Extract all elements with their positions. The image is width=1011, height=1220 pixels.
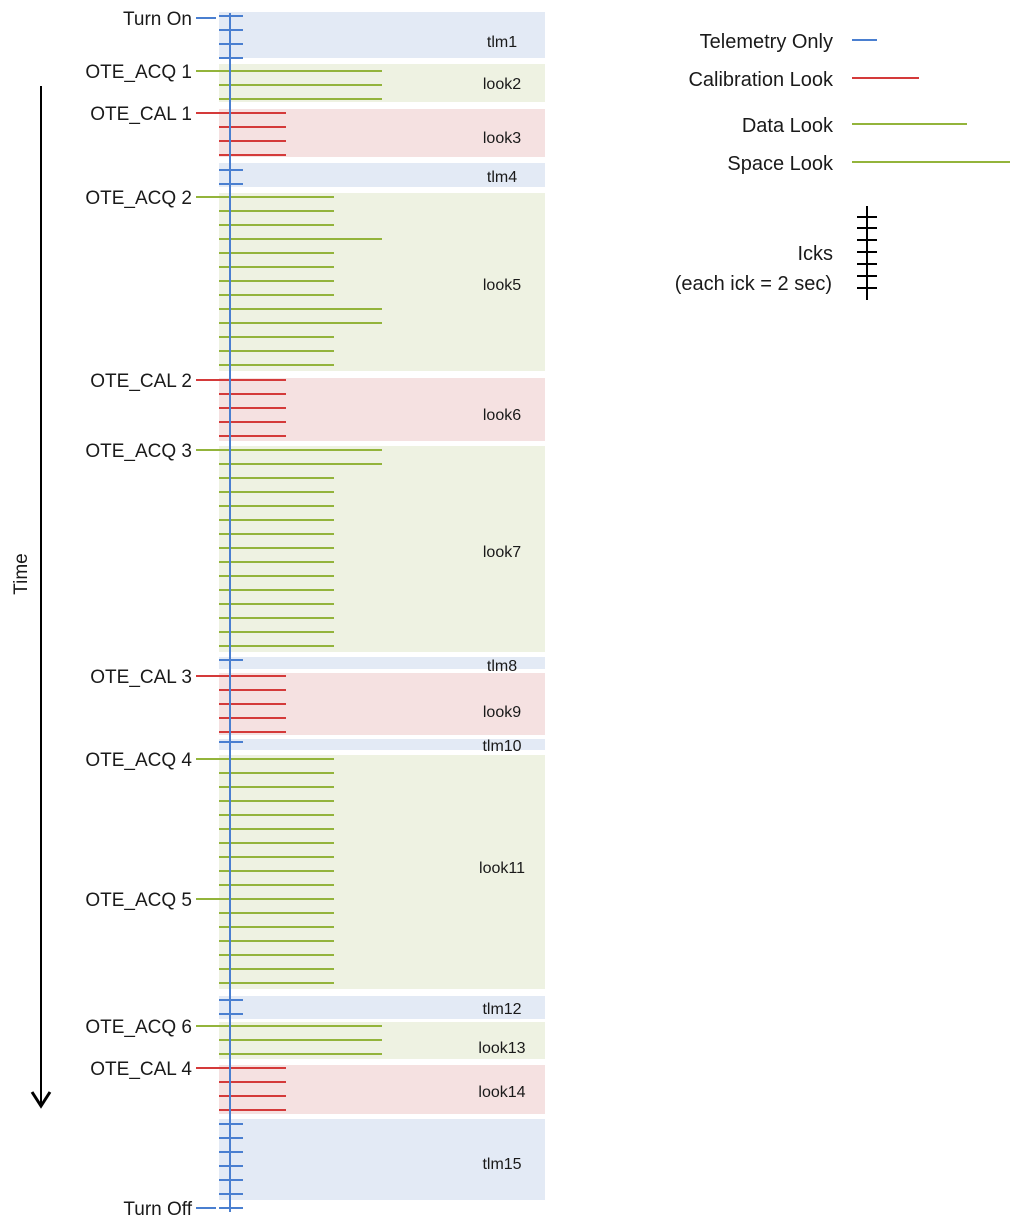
legend-space-look-label: Space Look bbox=[727, 153, 834, 175]
block-look7-label: look7 bbox=[483, 544, 521, 561]
event-label: OTE_CAL 2 bbox=[90, 371, 192, 392]
event-label: OTE_ACQ 6 bbox=[85, 1017, 192, 1038]
event-label: OTE_CAL 3 bbox=[90, 667, 192, 688]
legend-telemetry-only-label: Telemetry Only bbox=[700, 31, 833, 53]
event-label: OTE_ACQ 1 bbox=[85, 62, 192, 83]
event-label: OTE_ACQ 2 bbox=[85, 188, 192, 209]
event-label: OTE_ACQ 3 bbox=[85, 441, 192, 462]
time-arrow bbox=[30, 86, 52, 1109]
block-tlm4-label: tlm4 bbox=[487, 169, 517, 186]
legend-icks-label: Icks bbox=[797, 243, 833, 265]
block-look9-label: look9 bbox=[483, 704, 521, 721]
event-label: OTE_ACQ 5 bbox=[85, 890, 192, 911]
block-tlm10-background bbox=[219, 739, 545, 750]
block-look3-label: look3 bbox=[483, 130, 521, 147]
event-label: Turn On bbox=[123, 9, 192, 30]
block-look14-label: look14 bbox=[478, 1084, 525, 1101]
block-tlm10-label: tlm10 bbox=[482, 738, 521, 755]
block-tlm1-background bbox=[219, 12, 545, 58]
block-look2-label: look2 bbox=[483, 76, 521, 93]
look-lines bbox=[219, 70, 382, 1111]
time-arrow-head bbox=[30, 1091, 52, 1109]
block-labels: tlm1 look2 look3 tlm4 look5 look6 look7 tlm8 loo… bbox=[478, 34, 525, 1173]
event-markers: Turn On OTE_ACQ 1 OTE_CAL 1 OTE_ACQ 2 OTE_CA… bbox=[85, 9, 222, 1220]
event-label: OTE_CAL 1 bbox=[90, 104, 192, 125]
block-look11-label: look11 bbox=[479, 860, 525, 877]
block-look6-label: look6 bbox=[483, 407, 521, 424]
block-tlm15-label: tlm15 bbox=[482, 1156, 521, 1173]
legend-ick-symbol bbox=[857, 206, 877, 300]
block-backgrounds bbox=[219, 12, 545, 1200]
block-tlm8-label: tlm8 bbox=[487, 658, 517, 675]
event-label: Turn Off bbox=[123, 1199, 192, 1220]
block-look13-label: look13 bbox=[478, 1040, 525, 1057]
block-tlm12-background bbox=[219, 996, 545, 1019]
event-label: OTE_CAL 4 bbox=[90, 1059, 192, 1080]
block-look3-background bbox=[219, 109, 545, 157]
block-look14-background bbox=[219, 1065, 545, 1114]
time-axis-label: Time bbox=[11, 553, 32, 595]
block-tlm15-background bbox=[219, 1119, 545, 1200]
legend: Telemetry Only Calibration Look Data Loo… bbox=[675, 31, 1010, 300]
block-tlm12-label: tlm12 bbox=[482, 1001, 521, 1018]
legend-data-look-label: Data Look bbox=[742, 115, 834, 137]
block-tlm8-background bbox=[219, 657, 545, 669]
legend-icks-note: (each ick = 2 sec) bbox=[675, 273, 832, 295]
block-look5-label: look5 bbox=[483, 277, 521, 294]
legend-calibration-look-label: Calibration Look bbox=[688, 69, 834, 91]
block-look6-background bbox=[219, 378, 545, 441]
block-tlm1-label: tlm1 bbox=[487, 34, 517, 51]
block-tlm4-background bbox=[219, 163, 545, 187]
event-label: OTE_ACQ 4 bbox=[85, 750, 192, 771]
